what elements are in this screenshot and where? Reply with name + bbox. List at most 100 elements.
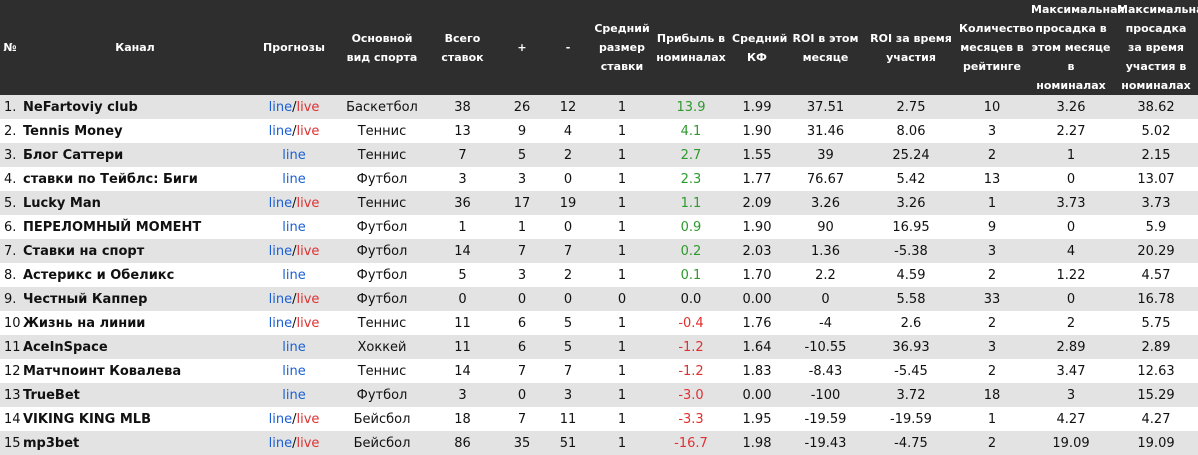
channel-name-cell[interactable]: mp3bet: [20, 431, 250, 455]
forecast-line-link[interactable]: line: [282, 219, 306, 235]
forecast-separator: /: [292, 411, 297, 427]
plus-cell: 17: [499, 191, 545, 215]
header-channel: Канал: [20, 0, 250, 95]
channel-name-cell[interactable]: TrueBet: [20, 383, 250, 407]
plus-cell: 26: [499, 95, 545, 119]
rank-cell: 9.: [0, 287, 20, 311]
avg-stake-cell: 0: [591, 287, 653, 311]
plus-cell: 5: [499, 143, 545, 167]
channel-name-cell[interactable]: AceInSpace: [20, 335, 250, 359]
table-row: 4. ставки по Тейблс: Биги line Футбол 3 3 0 1 2.…: [0, 167, 1198, 191]
header-minus: -: [545, 0, 591, 95]
drawdown-month-cell: 2.89: [1028, 335, 1114, 359]
plus-cell: 6: [499, 335, 545, 359]
avg-stake-cell: 1: [591, 119, 653, 143]
forecast-live-link[interactable]: live: [296, 435, 320, 451]
rank-cell: 6.: [0, 215, 20, 239]
table-row: 9. Честный Каппер line/live Футбол 0 0 0 0 0.0 0.…: [0, 287, 1198, 311]
channel-name-cell[interactable]: ПЕРЕЛОМНЫЙ МОМЕНТ: [20, 215, 250, 239]
channel-name-cell[interactable]: Жизнь на линии: [20, 311, 250, 335]
channel-name-cell[interactable]: Блог Саттери: [20, 143, 250, 167]
forecast-live-link[interactable]: live: [296, 195, 320, 211]
profit-cell: -0.4: [653, 311, 729, 335]
minus-cell: 0: [545, 287, 591, 311]
rank-cell: 13.: [0, 383, 20, 407]
drawdown-total-cell: 38.62: [1114, 95, 1198, 119]
roi-month-cell: -19.59: [785, 407, 866, 431]
forecast-line-link[interactable]: line: [282, 387, 306, 403]
drawdown-month-cell: 3.26: [1028, 95, 1114, 119]
avg-stake-cell: 1: [591, 191, 653, 215]
drawdown-total-cell: 5.75: [1114, 311, 1198, 335]
forecast-live-link[interactable]: live: [296, 411, 320, 427]
forecast-live-link[interactable]: live: [296, 315, 320, 331]
channel-name-cell[interactable]: NeFartoviy club: [20, 95, 250, 119]
forecasts-cell: line/live: [250, 239, 338, 263]
avg-kf-cell: 1.90: [729, 215, 785, 239]
drawdown-total-cell: 19.09: [1114, 431, 1198, 455]
channel-name-cell[interactable]: Астерикс и Обеликс: [20, 263, 250, 287]
drawdown-total-cell: 5.9: [1114, 215, 1198, 239]
forecast-live-link[interactable]: live: [296, 243, 320, 259]
channel-name-cell[interactable]: Lucky Man: [20, 191, 250, 215]
forecast-line-link[interactable]: line: [268, 123, 293, 139]
minus-cell: 7: [545, 359, 591, 383]
total-bets-cell: 11: [426, 335, 499, 359]
months-cell: 9: [956, 215, 1028, 239]
channel-name-cell[interactable]: Ставки на спорт: [20, 239, 250, 263]
forecast-line-link[interactable]: line: [282, 339, 306, 355]
table-row: 7. Ставки на спорт line/live Футбол 14 7 7 1 0.2…: [0, 239, 1198, 263]
total-bets-cell: 36: [426, 191, 499, 215]
forecasts-cell: line: [250, 167, 338, 191]
months-cell: 2: [956, 359, 1028, 383]
sport-cell: Теннис: [338, 191, 426, 215]
forecast-line-link[interactable]: line: [282, 267, 306, 283]
forecasts-cell: line: [250, 359, 338, 383]
rank-cell: 14.: [0, 407, 20, 431]
forecasts-cell: line: [250, 383, 338, 407]
channel-name-cell[interactable]: ставки по Тейблс: Биги: [20, 167, 250, 191]
avg-stake-cell: 1: [591, 95, 653, 119]
roi-total-cell: -4.75: [866, 431, 956, 455]
forecast-live-link[interactable]: live: [296, 99, 320, 115]
forecast-line-link[interactable]: line: [268, 243, 293, 259]
avg-kf-cell: 1.99: [729, 95, 785, 119]
drawdown-month-cell: 2.27: [1028, 119, 1114, 143]
roi-month-cell: 39: [785, 143, 866, 167]
forecast-line-link[interactable]: line: [268, 315, 293, 331]
forecast-line-link[interactable]: line: [268, 99, 293, 115]
profit-cell: -3.0: [653, 383, 729, 407]
roi-total-cell: 8.06: [866, 119, 956, 143]
header-avg-stake: Средний размер ставки: [591, 0, 653, 95]
forecast-line-link[interactable]: line: [282, 363, 306, 379]
plus-cell: 35: [499, 431, 545, 455]
forecast-live-link[interactable]: live: [296, 123, 320, 139]
rank-cell: 12.: [0, 359, 20, 383]
forecast-line-link[interactable]: line: [268, 291, 293, 307]
total-bets-cell: 13: [426, 119, 499, 143]
channel-name-cell[interactable]: Матчпоинт Ковалева: [20, 359, 250, 383]
forecast-line-link[interactable]: line: [282, 147, 306, 163]
roi-total-cell: -5.38: [866, 239, 956, 263]
forecast-separator: /: [292, 243, 297, 259]
avg-stake-cell: 1: [591, 383, 653, 407]
table-header-row: № Канал Прогнозы Основной вид спорта Все…: [0, 0, 1198, 95]
channel-name-cell[interactable]: Tennis Money: [20, 119, 250, 143]
header-profit: Прибыль в номиналах: [653, 0, 729, 95]
channel-name-cell[interactable]: VIKING KING MLB: [20, 407, 250, 431]
rank-cell: 15.: [0, 431, 20, 455]
forecast-line-link[interactable]: line: [268, 435, 293, 451]
forecast-live-link[interactable]: live: [296, 291, 320, 307]
forecast-line-link[interactable]: line: [282, 171, 306, 187]
table-row: 14.VIKING KING MLBline/liveБейсбол187111…: [0, 407, 1198, 431]
table-row: 11.AceInSpace line Хоккей11651-1.21.64-10.…: [0, 335, 1198, 359]
forecast-line-link[interactable]: line: [268, 411, 293, 427]
forecast-line-link[interactable]: line: [268, 195, 293, 211]
rank-cell: 10.: [0, 311, 20, 335]
minus-cell: 0: [545, 167, 591, 191]
header-roi-month: ROI в этом месяце: [785, 0, 866, 95]
months-cell: 3: [956, 119, 1028, 143]
forecast-separator: /: [292, 195, 297, 211]
months-cell: 18: [956, 383, 1028, 407]
channel-name-cell[interactable]: Честный Каппер: [20, 287, 250, 311]
